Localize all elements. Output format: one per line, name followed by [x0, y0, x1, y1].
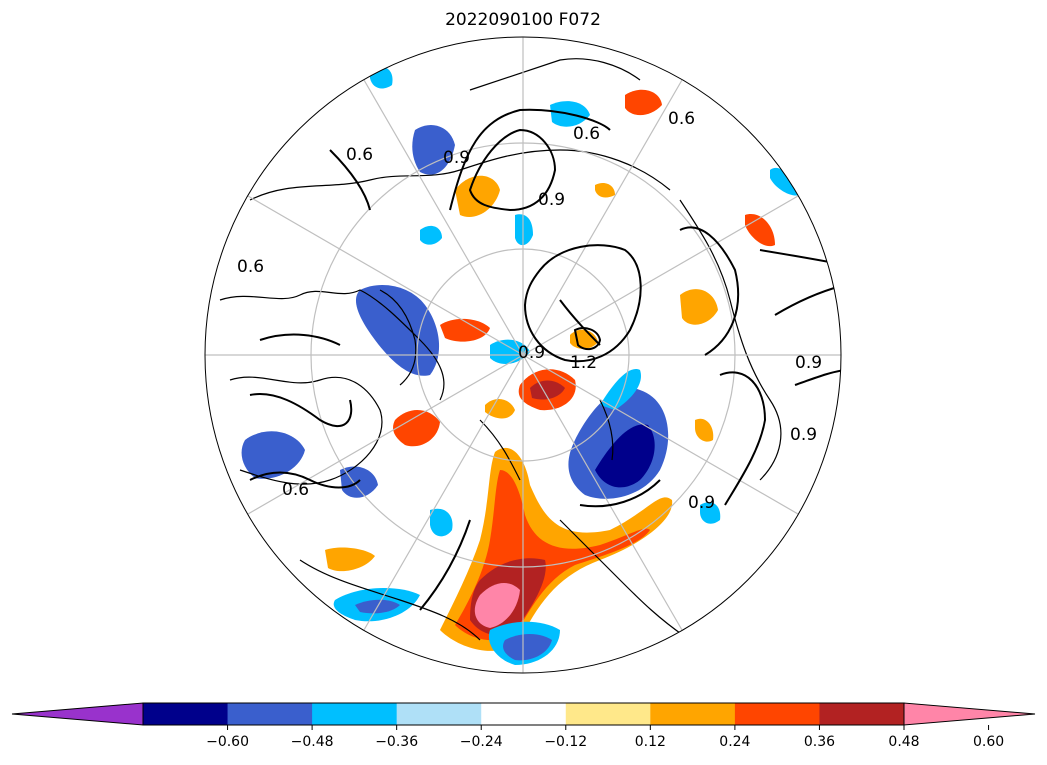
contour-label: 0.6 — [237, 257, 264, 277]
contour-label: 1.2 — [570, 353, 597, 373]
coastlines — [219, 58, 782, 641]
colorbar-tick-label: −0.36 — [375, 734, 418, 750]
polar-map — [205, 37, 841, 673]
colorbar-segment — [481, 703, 567, 725]
colorbar-tick-label: 0.12 — [635, 734, 666, 750]
colorbar-segment — [819, 703, 905, 725]
colorbar-segment — [227, 703, 313, 725]
contour-label: 0.6 — [282, 480, 309, 500]
colorbar-segment — [396, 703, 482, 725]
colorbar-extend-low — [11, 702, 144, 726]
colorbar-tick-label: 0.36 — [804, 734, 835, 750]
colorbar-tick-label: −0.12 — [544, 734, 587, 750]
colorbar-segment — [312, 703, 398, 725]
contour-label: 0.9 — [538, 190, 565, 210]
colorbar: −0.60 −0.48 −0.36 −0.24 −0.12 0.12 0.24 0.36 0.4… — [11, 702, 1036, 750]
colorbar-tick-label: 0.60 — [973, 734, 1004, 750]
contour-labels: 0.6 0.6 0.6 0.6 0.9 0.9 0.9 0.9 0.9 1.2 … — [237, 109, 822, 513]
colorbar-segment — [143, 703, 229, 725]
contour-label: 0.9 — [795, 353, 822, 373]
colorbar-tick-label: 0.24 — [719, 734, 750, 750]
contour-label: 0.6 — [573, 124, 600, 144]
colorbar-extend-high — [903, 702, 1036, 726]
colorbar-segment — [650, 703, 736, 725]
contour-label: 0.9 — [518, 343, 545, 363]
colorbar-tick-label: 0.48 — [888, 734, 919, 750]
anomaly-shading — [241, 66, 800, 665]
graticule — [205, 37, 841, 673]
contour-label: 0.6 — [346, 145, 373, 165]
contour-label: 0.6 — [668, 109, 695, 129]
contour-label: 0.9 — [790, 425, 817, 445]
map-title: 2022090100 F072 — [445, 10, 601, 30]
colorbar-segment — [565, 703, 651, 725]
colorbar-tick-label: −0.48 — [291, 734, 334, 750]
contour-label: 0.9 — [688, 493, 715, 513]
colorbar-tick-label: −0.60 — [206, 734, 249, 750]
map-boundary — [204, 36, 842, 674]
colorbar-segment — [734, 703, 820, 725]
contours — [249, 108, 841, 611]
colorbar-tick-label: −0.24 — [460, 734, 503, 750]
negative-anomaly-west — [355, 285, 440, 376]
contour-label: 0.9 — [443, 148, 470, 168]
colorbar-frame — [142, 702, 905, 726]
